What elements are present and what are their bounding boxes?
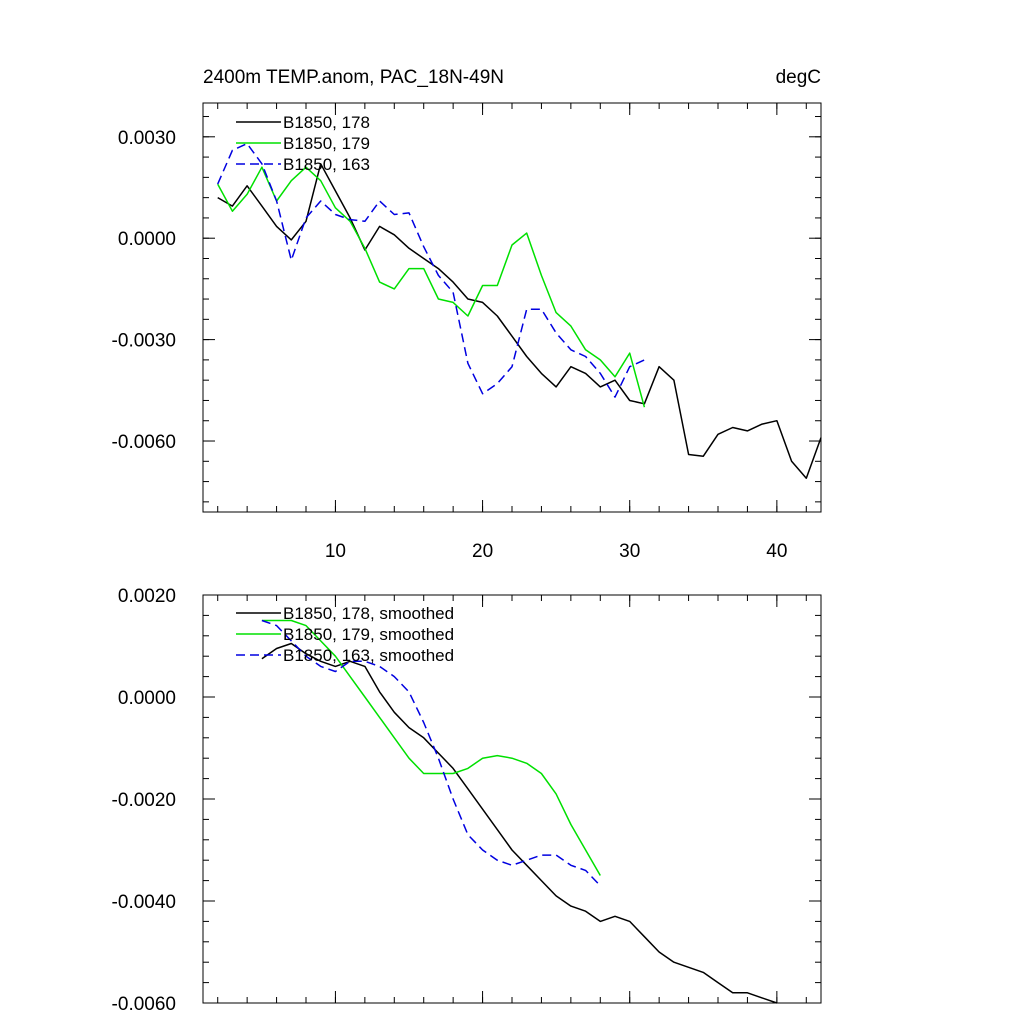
y-tick-label: -0.0040 xyxy=(112,892,176,913)
units-label: degC xyxy=(776,67,821,88)
y-tick-label: 0.0000 xyxy=(118,688,176,709)
legend-label: B1850, 179 xyxy=(283,134,370,153)
legend-label: B1850, 178 xyxy=(283,113,370,132)
y-tick-label: 0.0020 xyxy=(118,586,176,607)
legend-label: B1850, 163, smoothed xyxy=(283,646,454,665)
series-line-1 xyxy=(217,163,822,479)
series-line-3 xyxy=(217,142,645,398)
x-tick-label: 10 xyxy=(325,541,346,562)
chart-title: 2400m TEMP.anom, PAC_18N-49N xyxy=(203,67,504,88)
x-tick-label: 20 xyxy=(472,541,493,562)
y-tick-label: -0.0060 xyxy=(112,994,176,1015)
legend-label: B1850, 178, smoothed xyxy=(283,604,454,623)
x-tick-label: 30 xyxy=(619,541,640,562)
legend-label: B1850, 179, smoothed xyxy=(283,625,454,644)
y-tick-label: 0.0030 xyxy=(118,128,176,149)
series-line-2 xyxy=(217,166,646,408)
series-line-2 xyxy=(261,619,601,876)
legend-label: B1850, 163 xyxy=(283,155,370,174)
bottom-panel: 0.0020 0.0000 -0.0020 -0.0040 -0.0060 B1850, … xyxy=(112,586,822,1015)
top-panel: 2400m TEMP.anom, PAC_18N-49N degC 0.0030… xyxy=(112,67,822,562)
series-line-3 xyxy=(261,619,601,887)
y-tick-label: -0.0030 xyxy=(112,331,176,352)
y-tick-label: -0.0020 xyxy=(112,790,176,811)
y-tick-label: -0.0060 xyxy=(112,432,176,453)
series-line-1 xyxy=(261,642,778,1004)
y-tick-label: 0.0000 xyxy=(118,229,176,250)
x-tick-label: 40 xyxy=(766,541,787,562)
